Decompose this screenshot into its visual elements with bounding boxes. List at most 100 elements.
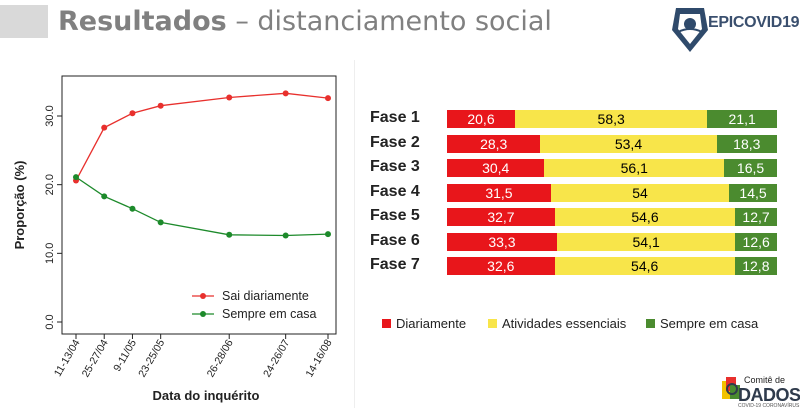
- x-tick-label: 26-28/06: [205, 337, 236, 379]
- bar-row: Fase 1 20,6 58,3 21,1: [370, 108, 780, 128]
- plot-frame: [61, 75, 337, 335]
- legend-item: Sempre em casa: [646, 316, 758, 331]
- bar-segment: 16,5: [724, 159, 777, 177]
- x-tick-label: 11-13/04: [52, 337, 83, 378]
- logo-prefix: EPI: [708, 14, 733, 31]
- legend-label: Diariamente: [396, 316, 467, 331]
- bar-segment: 32,6: [447, 257, 555, 275]
- legend-swatch-dot: [200, 293, 206, 299]
- data-point: [325, 95, 331, 102]
- data-point: [73, 174, 79, 181]
- y-tick-label: 10.0: [44, 243, 56, 264]
- x-tick-label: 14-16/08: [303, 337, 334, 379]
- epicovid-logo-icon: [672, 8, 708, 52]
- bar-row: Fase 6 33,3 54,1 12,6: [370, 231, 780, 251]
- legend-swatch: [488, 319, 497, 328]
- x-tick-label: 23-25/05: [136, 337, 167, 379]
- data-point: [157, 102, 164, 109]
- y-tick-label: 30.0: [44, 105, 56, 126]
- bar-segment: 58,3: [514, 110, 708, 128]
- bar-segment: 18,3: [716, 134, 777, 153]
- bar-category-label: Fase 2: [370, 133, 420, 151]
- legend-swatch-dot: [200, 311, 206, 317]
- series-line: [75, 176, 329, 237]
- stacked-bar: 28,3 53,4 18,3: [447, 134, 777, 153]
- stacked-bar: 32,6 54,6 12,8: [447, 257, 777, 275]
- stacked-bar: 32,7 54,6 12,7: [447, 208, 777, 226]
- bar-segment: 53,4: [540, 134, 717, 153]
- footer-line2: DADOS: [738, 385, 800, 405]
- bar-row: Fase 5 32,7 54,6 12,7: [370, 206, 780, 226]
- legend-label: Sempre em casa: [222, 307, 317, 321]
- panel-divider: [354, 60, 355, 408]
- data-point: [226, 94, 233, 101]
- bar-category-label: Fase 3: [370, 158, 420, 175]
- logo-rest: COVID19: [732, 14, 800, 31]
- bar-category-label: Fase 6: [370, 231, 420, 249]
- x-tick-label: 24-26/07: [261, 337, 292, 379]
- legend-label: Atividades essenciais: [502, 316, 627, 331]
- stacked-bar-legend: Diariamente Atividades essenciais Sempre e…: [382, 316, 792, 334]
- bar-category-label: Fase 7: [370, 256, 420, 273]
- x-axis-label: Data do inquérito: [153, 388, 260, 403]
- line-chart-panel: 0.0 10.0 20.0 30.0 Proporção (%) 11-13/04 25-2…: [6, 60, 358, 408]
- bar-segment: 12,8: [734, 257, 777, 275]
- footer-line1: Comitê de: [744, 375, 786, 385]
- bar-category-label: Fase 1: [370, 109, 420, 126]
- data-point: [157, 219, 164, 226]
- bar-segment: 31,5: [447, 183, 551, 202]
- bar-segment: 32,7: [447, 208, 555, 226]
- bar-segment: 20,6: [447, 110, 515, 128]
- bar-segment: 54,6: [554, 257, 735, 275]
- stacked-bar: 30,4 56,1 16,5: [447, 159, 777, 177]
- data-point: [226, 231, 233, 238]
- bar-segment: 54,6: [554, 208, 736, 226]
- bar-row: Fase 3 30,4 56,1 16,5: [370, 157, 780, 177]
- bar-segment: 12,7: [735, 208, 777, 226]
- comite-logo-icon: [722, 377, 740, 399]
- footer-line3: COVID-19 CORONAVÍRUS: [738, 403, 800, 409]
- stacked-bar-chart: Fase 1 20,6 58,3 21,1 Fase 2 28,3 53,4 18,3 Fase…: [370, 108, 780, 284]
- stacked-bar: 33,3 54,1 12,6: [447, 232, 777, 251]
- bar-segment: 14,5: [729, 183, 777, 202]
- slide-title-strong: Resultados: [58, 6, 227, 37]
- line-chart: 0.0 10.0 20.0 30.0 Proporção (%) 11-13/0425-2…: [12, 75, 337, 403]
- slide-title-rest: – distanciamento social: [226, 6, 552, 37]
- stacked-bar: 31,5 54 14,5: [447, 183, 777, 202]
- legend-item: Diariamente: [382, 316, 466, 331]
- bar-segment: 56,1: [544, 159, 725, 177]
- bar-category-label: Fase 5: [370, 207, 420, 224]
- bar-row: Fase 7 32,6 54,6 12,8: [370, 255, 780, 275]
- title-accent-tab: [0, 5, 48, 38]
- bar-segment: 54: [550, 183, 730, 202]
- data-point: [101, 124, 108, 131]
- legend-swatch: [382, 319, 391, 328]
- bar-category-label: Fase 4: [370, 182, 420, 200]
- data-point: [129, 110, 136, 117]
- data-point: [282, 232, 289, 239]
- y-tick-label: 20.0: [44, 174, 56, 195]
- legend-item: Atividades essenciais: [488, 316, 626, 331]
- data-point: [101, 193, 108, 200]
- bar-segment: 21,1: [707, 110, 777, 128]
- data-point: [282, 90, 289, 97]
- legend-swatch: [646, 319, 655, 328]
- stacked-bar: 20,6 58,3 21,1: [447, 110, 777, 128]
- y-axis-label: Proporção (%): [12, 161, 27, 250]
- x-tick-label: 9-11/05: [111, 337, 139, 373]
- logo-text: EPICOVID19: [708, 14, 800, 32]
- legend-label: Sempre em casa: [660, 316, 759, 331]
- legend-label: Sai diariamente: [222, 289, 309, 303]
- bar-segment: 12,6: [735, 232, 777, 251]
- slide-title: Resultados – distanciamento social: [58, 6, 552, 37]
- series-line: [75, 92, 329, 181]
- data-point: [325, 231, 331, 238]
- bar-row: Fase 2 28,3 53,4 18,3: [370, 133, 780, 153]
- x-tick-label: 25-27/04: [80, 337, 111, 379]
- y-tick-label: 0.0: [44, 314, 56, 329]
- bar-row: Fase 4 31,5 54 14,5: [370, 182, 780, 202]
- bar-segment: 30,4: [447, 159, 545, 177]
- data-point: [129, 205, 136, 212]
- bar-segment: 28,3: [447, 134, 541, 153]
- bar-segment: 33,3: [447, 232, 557, 251]
